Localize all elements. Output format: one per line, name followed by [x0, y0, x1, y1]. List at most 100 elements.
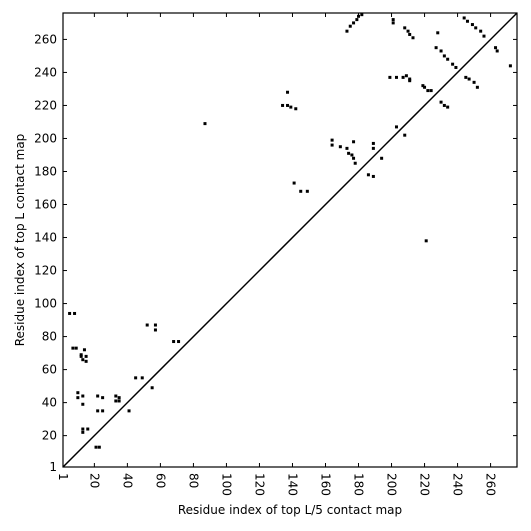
x-tick-label: 200 — [385, 473, 399, 496]
contact-point — [470, 23, 474, 27]
contact-point — [408, 77, 412, 81]
contact-point — [446, 57, 450, 61]
contact-point — [305, 189, 309, 193]
contact-point — [366, 173, 370, 177]
contact-point — [462, 16, 466, 20]
x-tick-label: 1 — [56, 473, 70, 481]
contact-point — [117, 399, 121, 403]
y-tick-label: 240 — [34, 65, 57, 79]
contact-point — [357, 14, 361, 18]
contact-point — [114, 399, 118, 403]
contact-point — [464, 75, 468, 79]
x-tick-label: 220 — [418, 473, 432, 496]
contact-point — [355, 18, 359, 22]
contact-point — [479, 29, 483, 33]
contact-point — [68, 311, 72, 315]
contact-point — [76, 391, 80, 395]
contact-point — [421, 84, 425, 88]
y-tick-label: 260 — [34, 32, 57, 46]
contact-point — [286, 90, 290, 94]
contact-point — [408, 79, 412, 83]
contact-point — [71, 346, 75, 350]
y-tick-label: 40 — [42, 396, 57, 410]
contact-point — [472, 80, 476, 84]
contact-point — [352, 140, 356, 144]
diagonal — [62, 12, 518, 468]
contact-point — [330, 138, 334, 142]
contact-point — [79, 354, 83, 358]
contact-point — [465, 19, 469, 23]
contact-point — [411, 36, 415, 40]
contact-point — [360, 13, 364, 17]
contact-point — [73, 311, 77, 315]
contact-point — [352, 156, 356, 160]
contact-point — [391, 18, 395, 22]
x-tick-label: 40 — [120, 473, 134, 488]
contact-point — [403, 133, 407, 137]
contact-point — [371, 141, 375, 145]
contact-point — [76, 396, 80, 400]
contact-point — [388, 75, 392, 79]
contact-point — [467, 77, 471, 81]
contact-point — [140, 376, 144, 380]
contact-point — [434, 46, 438, 50]
contact-point — [81, 402, 85, 406]
contact-point — [439, 100, 443, 104]
contact-point — [86, 427, 90, 431]
contact-point — [394, 125, 398, 129]
contact-point — [82, 348, 86, 352]
contact-point — [482, 34, 486, 38]
x-tick-label: 60 — [153, 473, 167, 488]
contact-point — [446, 105, 450, 109]
y-tick-label: 220 — [34, 98, 57, 112]
contact-point — [424, 239, 428, 243]
x-tick-label: 160 — [318, 473, 332, 496]
y-tick-label: 200 — [34, 131, 57, 145]
contact-point — [134, 376, 138, 380]
x-tick-label: 20 — [87, 473, 101, 488]
contact-point — [345, 29, 349, 33]
y-tick-label: 180 — [34, 164, 57, 178]
contact-point — [371, 146, 375, 150]
contact-point — [508, 64, 512, 68]
contact-point — [153, 328, 157, 332]
contact-point — [338, 145, 342, 149]
x-tick-label: 80 — [186, 473, 200, 488]
contact-point — [203, 122, 207, 126]
x-tick-label: 140 — [285, 473, 299, 496]
contact-point — [292, 181, 296, 185]
contact-point — [345, 146, 349, 150]
contact-point — [429, 89, 433, 93]
contact-point — [94, 445, 98, 449]
contact-point — [177, 340, 181, 344]
contact-point — [423, 85, 427, 89]
contact-point — [451, 62, 455, 66]
contact-point — [454, 65, 458, 69]
contact-point — [96, 394, 100, 398]
y-tick-label: 140 — [34, 231, 57, 245]
contact-point — [286, 103, 290, 107]
contact-point — [101, 396, 105, 400]
y-axis-label: Residue index of top L contact map — [13, 134, 27, 347]
contact-point — [347, 151, 351, 155]
contact-point — [281, 103, 285, 107]
contact-point — [391, 21, 395, 25]
contact-point — [475, 85, 479, 89]
contact-point — [97, 445, 101, 449]
contact-point — [403, 26, 407, 30]
contact-point — [495, 49, 499, 53]
contact-point — [81, 430, 85, 434]
contact-point — [172, 340, 176, 344]
contact-point — [114, 394, 118, 398]
contact-point — [348, 24, 352, 28]
contact-point — [353, 161, 357, 165]
x-tick-label: 100 — [219, 473, 233, 496]
contact-point — [153, 323, 157, 327]
contact-point — [406, 29, 410, 33]
contact-point — [81, 427, 85, 431]
contact-point — [101, 409, 105, 413]
contact-point — [96, 409, 100, 413]
contact-point — [352, 21, 356, 25]
contact-point — [426, 89, 430, 93]
